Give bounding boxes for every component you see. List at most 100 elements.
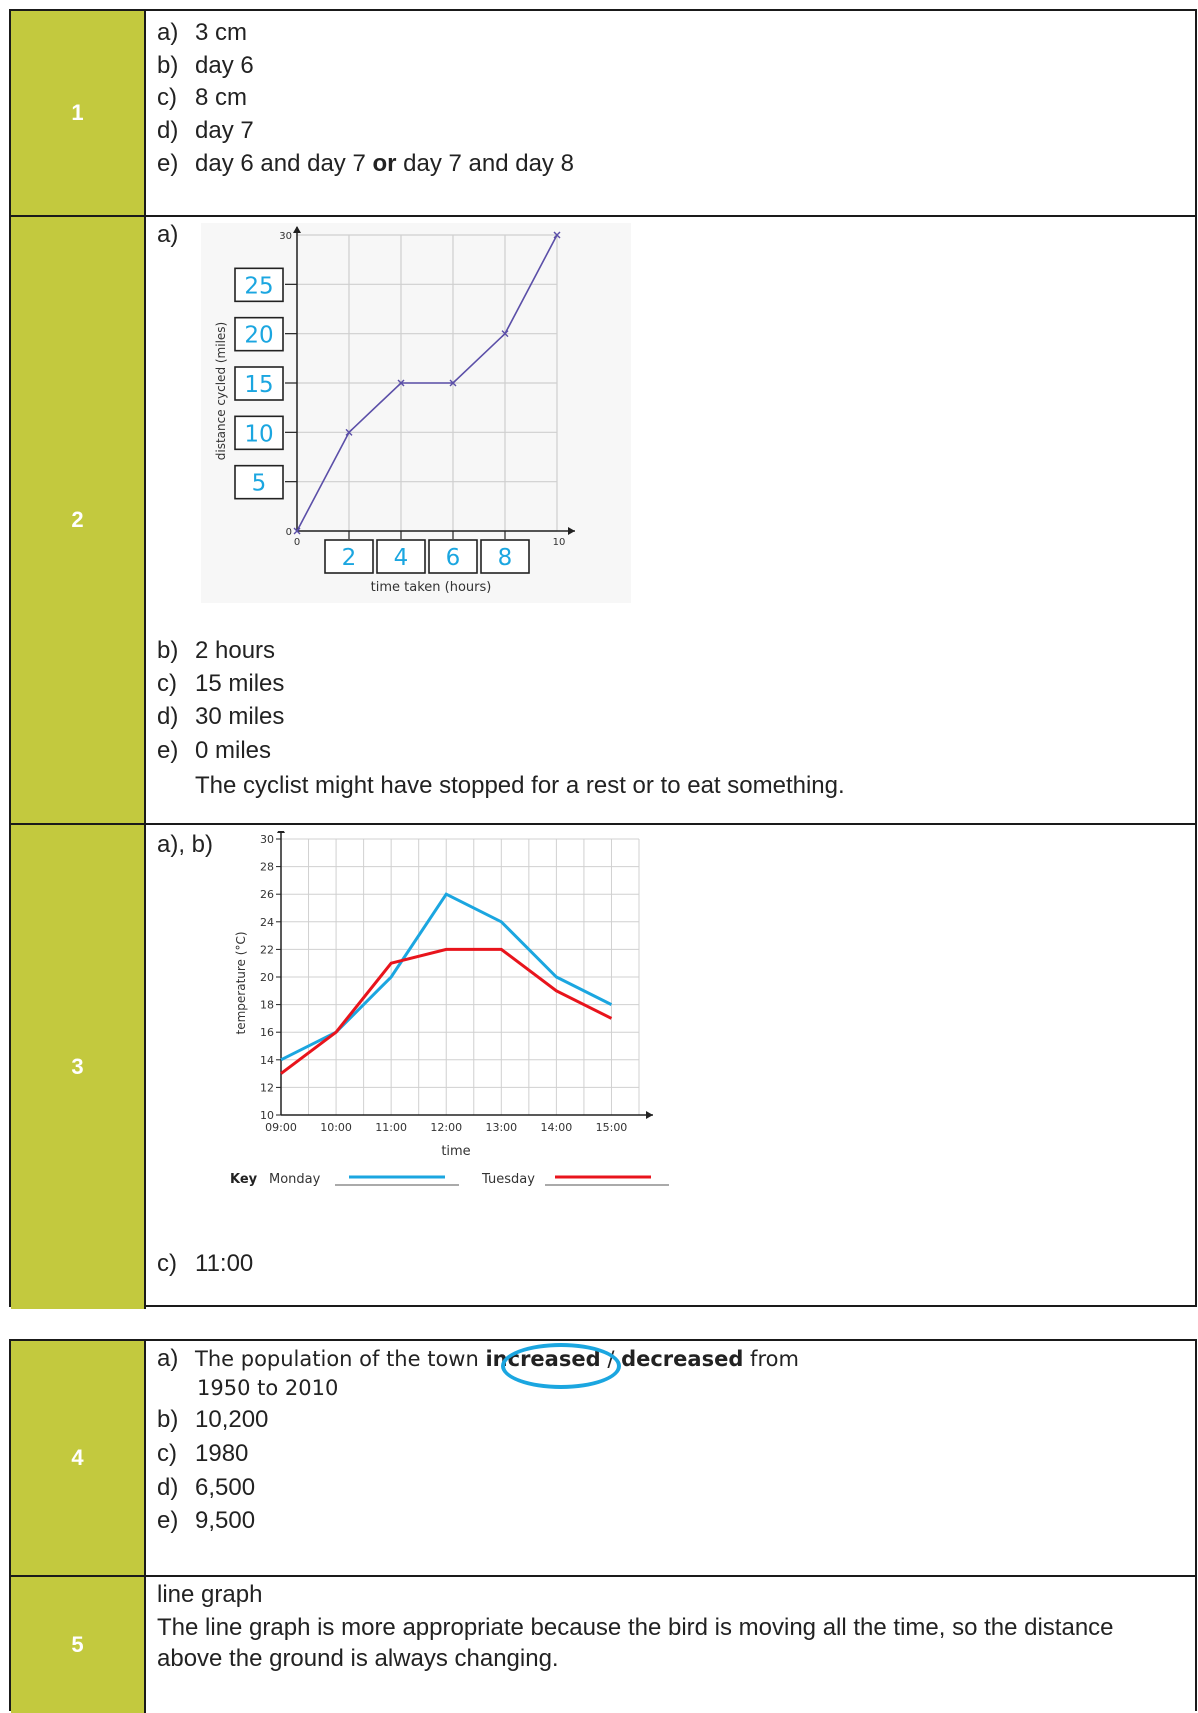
answer-line: b) 10,200	[157, 1406, 269, 1433]
y-tick-label: 22	[260, 943, 274, 956]
answer-table-bottom: 4 a) The population of the town increased…	[9, 1339, 1197, 1713]
answer-label: a)	[157, 221, 179, 248]
question-row-1: 1 a) 3 cm b) day 6 c) 8 cm d) day 7 e) day 6 …	[11, 11, 1195, 217]
answer-line: c) 8 cm	[157, 84, 248, 111]
x-answer-label: 4	[394, 545, 409, 571]
answer-box	[234, 415, 284, 451]
x-axis-arrow	[568, 527, 575, 535]
y-tick-label: 14	[260, 1054, 274, 1067]
answer-line: d) day 7	[157, 117, 254, 144]
x-tick-label: 14:00	[541, 1121, 573, 1134]
answer-cell: a) The population of the town increased /…	[157, 1341, 1189, 1575]
y-answer-label: 10	[244, 421, 273, 447]
y-tick-label: 28	[260, 861, 274, 874]
data-point	[501, 330, 509, 338]
question-number: 1	[11, 11, 146, 215]
answer-box	[234, 267, 284, 303]
question-number: 5	[11, 1577, 146, 1713]
y-tick-label: 18	[260, 999, 274, 1012]
y-answer-label: 25	[244, 273, 273, 299]
answer-label: a), b)	[157, 831, 214, 858]
answer-cell: a) 3 cm b) day 6 c) 8 cm d) day 7 e) day 6 an…	[157, 11, 1189, 215]
question-row-2: 2 a) 30 0 0 10 25 20 15 10 5 2 4 6 8 time taken (hour…	[11, 217, 1195, 825]
y-answer-label: 5	[252, 471, 267, 497]
key-label-tuesday: Tuesday	[481, 1172, 535, 1187]
x-tick-label: 12:00	[430, 1121, 462, 1134]
question-row-5: 5 line graph The line graph is more appr…	[11, 1577, 1195, 1713]
answer-line: e) 9,500	[157, 1507, 256, 1534]
x-tick-label: 13:00	[485, 1121, 517, 1134]
question-row-3: 3 a), b) 10 12 14 16 18 20 22 24 26 28 30 09:00 10:0…	[11, 825, 1195, 1309]
y-tick-label: 24	[260, 916, 274, 929]
answer-cell: line graph The line graph is more approp…	[157, 1577, 1189, 1713]
key-title: Key	[230, 1172, 258, 1187]
option-decreased: decreased	[621, 1347, 744, 1371]
answer-line: c) 1980	[157, 1440, 249, 1467]
y-tick-label: 10	[260, 1109, 274, 1122]
answer-box	[428, 539, 478, 574]
key-label-monday: Monday	[269, 1172, 321, 1187]
answer-line: e) day 6 and day 7 or day 7 and day 8	[157, 150, 574, 177]
data-point	[397, 379, 405, 387]
question-number: 4	[11, 1341, 146, 1575]
data-line	[296, 234, 558, 532]
series-line-tuesday	[280, 947, 613, 1075]
answer-line: b) day 6	[157, 52, 254, 79]
answer-box	[234, 316, 284, 352]
answer-circle-mark	[501, 1343, 621, 1389]
data-point	[293, 527, 301, 535]
x-axis-title: time	[441, 1144, 470, 1159]
x-axis-title: time taken (hours)	[371, 580, 492, 595]
x-tick-label: 11:00	[375, 1121, 407, 1134]
answer-box	[376, 539, 426, 574]
answer-table-top: 1 a) 3 cm b) day 6 c) 8 cm d) day 7 e) day 6 …	[9, 9, 1197, 1309]
y-tick-label: 16	[260, 1026, 274, 1039]
y-axis-arrow	[277, 831, 285, 833]
y-axis-title: distance cycled (miles)	[214, 322, 228, 460]
answer-line: e) 0 miles	[157, 737, 272, 764]
data-point	[553, 231, 561, 239]
x-tick-label: 0	[294, 537, 300, 548]
y-tick-label: 26	[260, 888, 274, 901]
answer-line: b) 2 hours	[157, 637, 276, 664]
answer-box	[480, 539, 530, 574]
x-answer-label: 8	[498, 545, 513, 571]
answer-line: c) 15 miles	[157, 670, 285, 697]
temperature-chart: 10 12 14 16 18 20 22 24 26 28 30 09:00 10:00 11:00 12:…	[230, 831, 669, 1187]
answer-box	[324, 539, 374, 574]
x-axis-arrow	[646, 1111, 653, 1119]
x-tick-label: 10	[553, 537, 566, 548]
x-tick-label: 10:00	[320, 1121, 352, 1134]
y-axis-arrow	[293, 226, 301, 233]
y-tick-label: 12	[260, 1081, 274, 1094]
x-tick-label: 09:00	[265, 1121, 297, 1134]
answer-line: above the ground is always changing.	[157, 1645, 559, 1672]
answer-line: a) 3 cm	[157, 19, 248, 46]
question-number: 2	[11, 217, 146, 823]
y-tick-label: 30	[279, 231, 292, 242]
y-tick-label: 20	[260, 971, 274, 984]
answer-cell: a) 30 0 0 10 25 20 15 10 5 2 4 6 8 time taken (hours)…	[157, 217, 1189, 823]
answer-line: d) 6,500	[157, 1474, 256, 1501]
y-tick-label: 30	[260, 833, 274, 846]
answer-line-continued: 1950 to 2010	[197, 1376, 339, 1400]
answer-line: line graph	[157, 1581, 263, 1608]
answer-explanation: The cyclist might have stopped for a res…	[195, 772, 845, 799]
y-axis-title: temperature (°C)	[234, 932, 248, 1035]
data-point	[449, 379, 457, 387]
answer-cell: a), b) 10 12 14 16 18 20 22 24 26 28 30 09:00 10:00 1…	[157, 825, 1189, 1309]
answer-line: a) The population of the town increased /…	[157, 1345, 799, 1372]
answer-box	[234, 464, 284, 500]
answer-line: c) 11:00	[157, 1250, 254, 1277]
y-tick-label: 0	[286, 527, 292, 538]
answer-line: d) 30 miles	[157, 703, 285, 730]
distance-time-chart: 30 00 10 25 20 15 10 5 2 4 6 8 time taken (hours) dis…	[201, 223, 631, 603]
x-answer-label: 2	[342, 545, 357, 571]
y-answer-label: 20	[244, 323, 273, 349]
answer-line: The line graph is more appropriate becau…	[157, 1614, 1114, 1641]
x-answer-label: 6	[446, 545, 461, 571]
x-tick-label: 15:00	[596, 1121, 628, 1134]
question-number: 3	[11, 825, 146, 1309]
data-point	[345, 428, 353, 436]
y-answer-label: 15	[244, 372, 273, 398]
